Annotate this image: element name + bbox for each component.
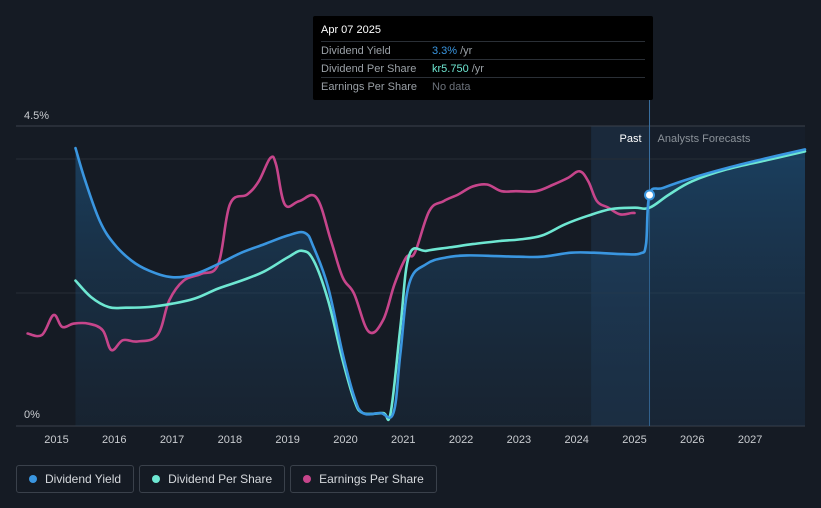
tooltip-value: kr5.750 [432,62,469,75]
legend-dot-icon [152,475,161,483]
x-tick-label: 2021 [391,434,415,446]
tooltip-value: No data [432,80,471,93]
current-value-marker [644,189,656,201]
x-tick-label: 2023 [507,434,531,446]
x-tick-label: 2027 [738,434,762,446]
x-tick-label: 2017 [160,434,184,446]
dividend-per-share-line [74,150,807,422]
legend-item-dividend-yield[interactable]: Dividend Yield [16,465,135,493]
x-tick-label: 2022 [449,434,473,446]
forecast-label: Analysts Forecasts [658,133,751,145]
x-tick-label: 2025 [622,434,646,446]
y-tick-label: 0% [24,409,40,421]
tooltip-row-dividend-per-share: Dividend Per Share kr5.750 /yr [321,59,645,77]
x-tick-label: 2019 [275,434,299,446]
legend: Dividend Yield Dividend Per Share Earnin… [16,465,437,493]
legend-label: Earnings Per Share [319,472,424,486]
x-tick-label: 2020 [333,434,357,446]
earnings-per-share-line [26,155,636,352]
legend-label: Dividend Per Share [168,472,273,486]
tooltip-row-earnings-per-share: Earnings Per Share No data [321,77,645,95]
y-tick-label: 4.5% [24,110,49,122]
x-tick-label: 2024 [564,434,588,446]
chart-area: 0% 4.5% 2015 2016 2017 2018 2019 2020 2021 2022 20… [16,100,807,446]
tooltip-unit: /yr [460,44,473,57]
x-tick-label: 2016 [102,434,126,446]
tooltip-label: Earnings Per Share [321,80,417,93]
tooltip-label: Dividend Per Share [321,62,417,75]
dividend-yield-line [74,146,807,419]
x-tick-label: 2015 [44,434,68,446]
legend-item-earnings-per-share[interactable]: Earnings Per Share [290,465,437,493]
legend-dot-icon [29,475,37,483]
tooltip-unit: /yr [471,62,484,75]
legend-label: Dividend Yield [45,472,122,486]
tooltip-label: Dividend Yield [321,44,391,57]
tooltip-value: 3.3% [432,44,458,57]
tooltip: Apr 07 2025 Dividend Yield 3.3% /yr Divi… [313,16,653,100]
dividend-yield-area [75,148,805,426]
tooltip-row-dividend-yield: Dividend Yield 3.3% /yr [321,41,645,59]
x-tick-label: 2026 [680,434,704,446]
past-label: Past [619,133,641,145]
legend-item-dividend-per-share[interactable]: Dividend Per Share [139,465,286,493]
legend-dot-icon [303,475,312,483]
x-tick-label: 2018 [218,434,242,446]
tooltip-date: Apr 07 2025 [321,24,381,36]
